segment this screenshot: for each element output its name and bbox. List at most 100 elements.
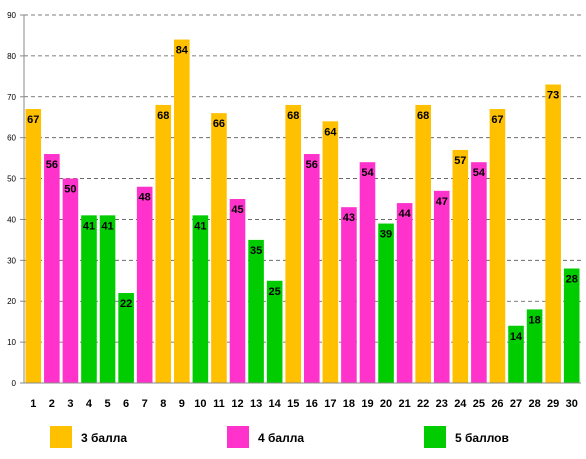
bar [62, 178, 79, 383]
bar [563, 268, 580, 383]
legend-swatch [227, 426, 249, 448]
data-label: 54 [473, 167, 486, 179]
bar [25, 109, 42, 384]
data-label: 50 [64, 184, 76, 196]
data-label: 68 [287, 110, 299, 122]
bar [44, 154, 60, 383]
data-label: 67 [491, 114, 503, 126]
bar [303, 154, 320, 383]
bar [229, 199, 246, 383]
bar [322, 121, 339, 384]
data-label: 56 [46, 159, 58, 171]
x-tick-label: 5 [104, 398, 110, 410]
bar [452, 149, 469, 383]
bar [155, 104, 172, 383]
data-label: 41 [194, 220, 206, 232]
x-tick-label: 1 [30, 398, 36, 410]
data-label: 22 [120, 298, 132, 310]
bar [99, 215, 116, 383]
x-tick-label: 30 [566, 398, 578, 410]
x-tick-label: 15 [287, 398, 299, 410]
y-tick-label: 90 [7, 11, 16, 20]
data-label: 39 [380, 229, 392, 241]
legend-label: 5 баллов [455, 431, 509, 445]
bar [433, 190, 450, 383]
data-label: 67 [27, 114, 39, 126]
x-tick-label: 27 [510, 398, 522, 410]
x-tick-label: 7 [142, 398, 148, 410]
legend-label: 4 балла [258, 431, 304, 445]
x-tick-label: 10 [194, 398, 206, 410]
x-tick-label: 13 [250, 398, 262, 410]
bar [396, 203, 413, 383]
x-tick-label: 21 [398, 398, 410, 410]
x-tick-label: 11 [213, 398, 225, 410]
x-tick-label: 28 [528, 398, 540, 410]
data-label: 18 [528, 314, 540, 326]
bar [545, 84, 561, 383]
x-axis: 1 2 3 4 5 6 7 8 9 10 11 12 13 14 15 16 17 18 19 20 21 22 23 24 2… [24, 382, 581, 410]
x-tick-label: 24 [454, 398, 467, 410]
y-tick-label: 10 [7, 338, 16, 347]
data-labels: 67 56 50 41 41 22 48 68 84 41 66 45 35 25 68 56 64 43 54 39… [27, 45, 578, 343]
x-tick-label: 20 [380, 398, 392, 410]
bar [118, 293, 134, 383]
data-label: 68 [417, 110, 429, 122]
bar [508, 325, 524, 383]
y-tick-label: 70 [7, 93, 16, 102]
legend: 3 балла 4 балла 5 баллов [50, 426, 509, 448]
x-tick-label: 14 [269, 398, 282, 410]
data-label: 73 [547, 90, 559, 102]
x-tick-label: 26 [491, 398, 503, 410]
x-tick-label: 8 [160, 398, 166, 410]
data-label: 44 [398, 208, 411, 220]
bar [359, 162, 376, 383]
y-tick-label: 0 [12, 379, 17, 388]
bar [192, 215, 209, 383]
data-label: 64 [324, 126, 337, 138]
data-label: 45 [231, 204, 243, 216]
data-label: 54 [361, 167, 374, 179]
data-label: 48 [139, 192, 151, 204]
x-tick-label: 17 [324, 398, 336, 410]
data-label: 41 [83, 220, 95, 232]
x-tick-label: 18 [343, 398, 355, 410]
data-label: 25 [269, 286, 281, 298]
data-label: 68 [157, 110, 169, 122]
legend-label: 3 балла [81, 431, 127, 445]
y-tick-label: 20 [7, 297, 16, 306]
bar [415, 104, 431, 383]
x-tick-label: 2 [49, 398, 55, 410]
x-tick-label: 16 [306, 398, 318, 410]
data-label: 28 [566, 274, 578, 286]
data-label: 57 [454, 155, 466, 167]
y-tick-label: 80 [7, 52, 16, 61]
bar [248, 239, 264, 383]
data-label: 41 [101, 220, 113, 232]
data-label: 84 [176, 45, 189, 57]
bar [341, 207, 357, 383]
x-tick-label: 19 [361, 398, 373, 410]
bar [285, 104, 302, 383]
bar [136, 186, 153, 383]
x-tick-label: 25 [473, 398, 485, 410]
legend-swatch [424, 426, 446, 448]
data-label: 66 [213, 118, 225, 130]
bar [174, 39, 190, 384]
y-axis: 0 10 20 30 40 50 60 70 80 90 [7, 11, 25, 388]
bar [266, 280, 283, 383]
x-tick-label: 12 [231, 398, 243, 410]
x-tick-label: 22 [417, 398, 429, 410]
x-tick-label: 4 [86, 398, 93, 410]
bar [489, 109, 506, 384]
bar [211, 113, 227, 383]
data-label: 14 [510, 331, 523, 343]
y-tick-label: 60 [7, 134, 16, 143]
y-tick-label: 30 [7, 256, 16, 265]
bars [25, 39, 580, 384]
y-tick-label: 40 [7, 215, 16, 224]
x-tick-label: 6 [123, 398, 129, 410]
x-tick-label: 9 [179, 398, 185, 410]
gridlines [24, 14, 581, 343]
